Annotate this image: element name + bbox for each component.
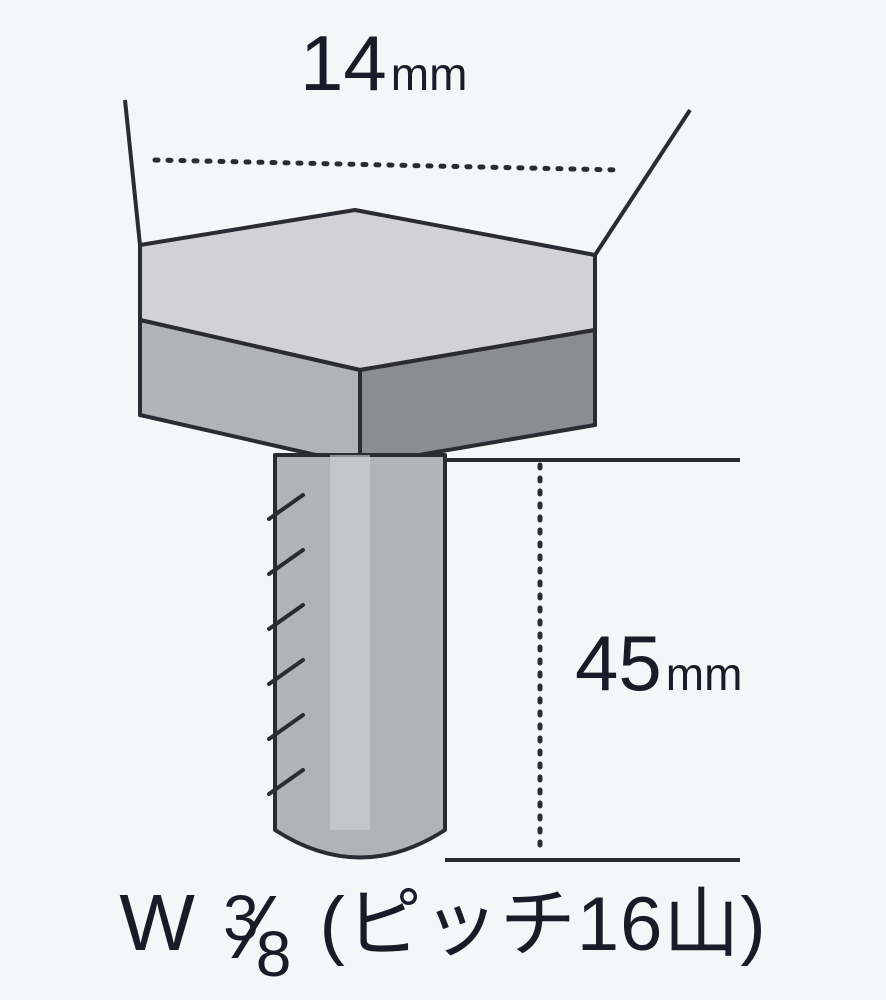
- spec-fraction: 3⁄8: [223, 877, 292, 980]
- spec-prefix: W: [119, 878, 196, 967]
- bolt-svg: 14mm45mm: [0, 0, 886, 1000]
- spec-note: (ピッチ16山): [320, 882, 767, 967]
- spec-line: W 3⁄8 (ピッチ16山): [0, 862, 886, 980]
- bolt-diagram: 14mm45mm W 3⁄8 (ピッチ16山): [0, 0, 886, 1000]
- spec-frac-den: 8: [256, 918, 293, 990]
